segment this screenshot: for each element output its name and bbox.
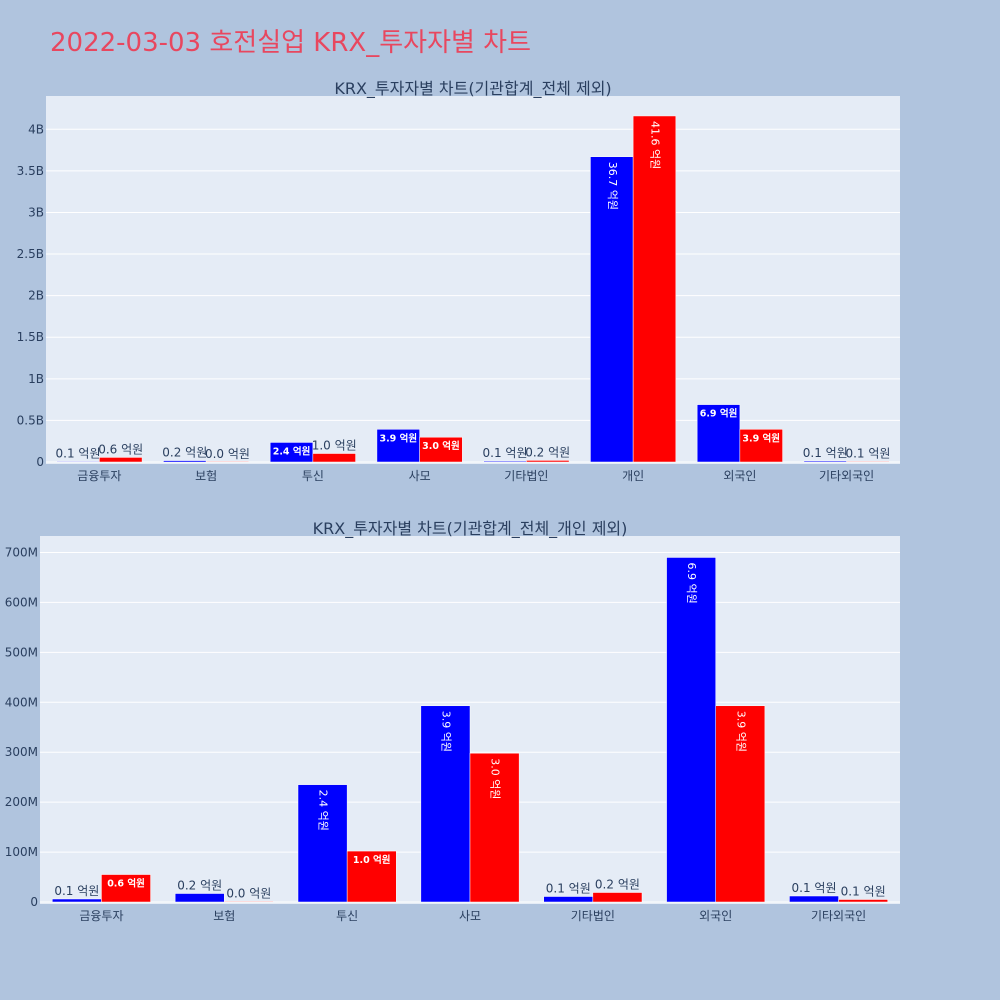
data-label: 6.9 억원 <box>685 562 698 603</box>
chart-top: KRX_투자자별 차트(기관합계_전체 제외) 0 0.5B 1B 1.5B 2B 2.5B… <box>17 79 900 483</box>
bar <box>789 895 839 903</box>
data-label: 2.4 억원 <box>317 790 330 831</box>
chart-title: KRX_투자자별 차트(기관합계_전체_개인 제외) <box>313 519 628 539</box>
y-tick-label: 700M <box>5 545 38 559</box>
bar <box>419 436 463 463</box>
x-tick-label: 금융투자 <box>77 469 121 483</box>
data-label: 0.2 억원 <box>177 879 222 893</box>
data-label: 0.1 억원 <box>483 446 528 460</box>
y-tick-label: 1.5B <box>17 330 44 344</box>
y-tick-label: 0 <box>36 455 44 469</box>
x-tick-label: 보험 <box>213 909 235 923</box>
data-label: 0.2 억원 <box>595 878 640 892</box>
data-label: 3.9 억원 <box>734 711 747 752</box>
y-tick-label: 0 <box>30 895 38 909</box>
bar <box>715 705 766 903</box>
y-tick-label: 3.5B <box>17 164 44 178</box>
x-tick-label: 금융투자 <box>79 909 123 923</box>
x-tick-label: 기타법인 <box>571 909 615 923</box>
bar <box>56 461 100 463</box>
bar <box>469 752 520 903</box>
data-label: 2.4 억원 <box>273 445 311 457</box>
bar <box>483 460 527 463</box>
data-label: 0.2 억원 <box>525 445 570 459</box>
x-tick-label: 외국인 <box>699 909 732 923</box>
bar <box>297 784 348 903</box>
data-label: 0.0 억원 <box>226 887 271 901</box>
y-tick-label: 1B <box>28 372 44 386</box>
data-label: 3.9 억원 <box>742 432 780 444</box>
bar <box>526 460 570 463</box>
data-label: 3.0 억원 <box>422 440 460 452</box>
y-tick-label: 3B <box>28 205 44 219</box>
bar <box>346 850 397 903</box>
bar <box>838 899 888 903</box>
bar <box>101 874 151 903</box>
y-tick-label: 2B <box>28 289 44 303</box>
bar <box>632 115 677 463</box>
x-tick-label: 기타외국인 <box>819 469 874 483</box>
page-title: 2022-03-03 호전실업 KRX_투자자별 차트 <box>50 28 532 58</box>
data-label: 1.0 억원 <box>312 439 357 453</box>
bar <box>803 460 847 463</box>
data-label: 0.2 억원 <box>162 446 207 460</box>
bar <box>666 557 716 903</box>
data-label: 0.1 억원 <box>792 881 837 895</box>
x-tick-label: 개인 <box>622 469 644 483</box>
y-tick-label: 2.5B <box>17 247 44 261</box>
x-tick-label: 사모 <box>409 469 431 483</box>
x-tick-label: 투신 <box>302 469 324 483</box>
x-tick-label: 기타외국인 <box>811 909 866 923</box>
bar <box>846 461 890 463</box>
x-tick-label: 기타법인 <box>504 469 548 483</box>
y-tick-label: 500M <box>5 645 38 659</box>
bar <box>99 457 143 463</box>
x-tick-label: 투신 <box>336 909 358 923</box>
bar <box>590 156 634 463</box>
x-tick-label: 사모 <box>459 909 481 923</box>
plot-area <box>46 96 900 464</box>
x-tick-label: 보험 <box>195 469 217 483</box>
bar <box>543 896 594 903</box>
data-label: 0.1 억원 <box>803 446 848 460</box>
y-tick-label: 600M <box>5 595 38 609</box>
y-tick-label: 200M <box>5 795 38 809</box>
y-tick-label: 0.5B <box>17 413 44 427</box>
y-tick-label: 4B <box>28 122 44 136</box>
bar <box>739 429 783 463</box>
bar <box>174 893 225 903</box>
data-label: 6.9 억원 <box>700 408 738 420</box>
data-label: 0.0 억원 <box>205 447 250 461</box>
data-label: 0.6 억원 <box>107 878 145 890</box>
bar <box>420 705 471 903</box>
bar <box>269 442 314 463</box>
y-tick-label: 100M <box>5 845 38 859</box>
data-label: 0.1 억원 <box>845 447 890 461</box>
chart-bottom: KRX_투자자별 차트(기관합계_전체_개인 제외) 0 100M 200M 300M 4… <box>5 519 900 923</box>
data-label: 0.1 억원 <box>56 447 101 461</box>
data-label: 3.0 억원 <box>489 758 502 799</box>
data-label: 0.6 억원 <box>98 442 143 456</box>
data-label: 0.1 억원 <box>841 885 886 899</box>
y-tick-label: 300M <box>5 745 38 759</box>
bar <box>52 898 102 903</box>
data-label: 1.0 억원 <box>353 854 391 866</box>
bar <box>163 460 207 463</box>
data-label: 36.7 억원 <box>606 162 619 210</box>
data-label: 0.1 억원 <box>546 882 591 896</box>
bar <box>696 404 741 463</box>
x-tick-label: 외국인 <box>723 469 756 483</box>
bar <box>592 892 643 903</box>
data-label: 41.6 억원 <box>648 121 661 169</box>
bar <box>224 901 274 903</box>
y-tick-label: 400M <box>5 695 38 709</box>
data-label: 3.9 억원 <box>379 432 417 444</box>
bar <box>205 461 250 463</box>
bar <box>312 453 356 463</box>
chart-title: KRX_투자자별 차트(기관합계_전체 제외) <box>334 79 611 99</box>
bar <box>376 429 420 463</box>
data-label: 0.1 억원 <box>54 884 99 898</box>
data-label: 3.9 억원 <box>439 711 452 752</box>
